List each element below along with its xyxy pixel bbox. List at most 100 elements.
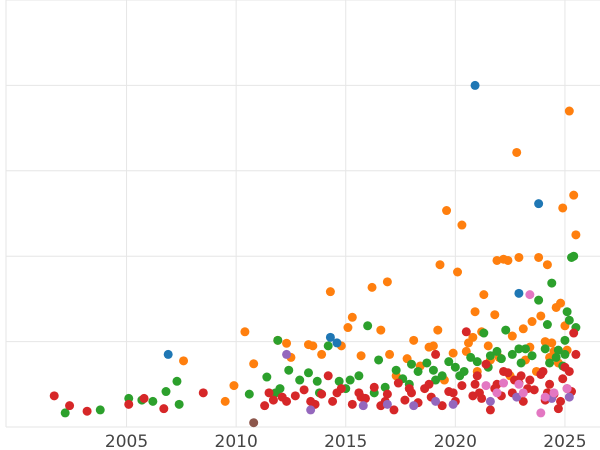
- data-point: [312, 376, 322, 386]
- data-point: [369, 382, 379, 392]
- data-point: [472, 357, 482, 367]
- data-point: [268, 395, 278, 405]
- data-point: [549, 388, 559, 398]
- data-point: [325, 287, 335, 297]
- data-point: [534, 295, 544, 305]
- data-point: [553, 345, 563, 355]
- data-point: [347, 312, 357, 322]
- data-point: [317, 389, 327, 399]
- data-point: [124, 399, 134, 409]
- data-point: [474, 388, 484, 398]
- data-point: [345, 375, 355, 385]
- data-point: [516, 371, 526, 381]
- data-point: [295, 375, 305, 385]
- data-point: [244, 389, 254, 399]
- data-point: [49, 391, 59, 401]
- data-point: [470, 307, 480, 317]
- data-point: [356, 392, 366, 402]
- data-point: [499, 378, 509, 388]
- data-point: [448, 399, 458, 409]
- data-point: [556, 396, 566, 406]
- data-point: [556, 298, 566, 308]
- data-point: [564, 315, 574, 325]
- data-point: [308, 341, 318, 351]
- data-point: [479, 328, 489, 338]
- data-point: [479, 290, 489, 300]
- data-point: [518, 396, 528, 406]
- data-point: [448, 388, 458, 398]
- data-point: [444, 357, 454, 367]
- data-point: [485, 351, 495, 361]
- data-point: [220, 396, 230, 406]
- data-point: [518, 388, 528, 398]
- data-point: [558, 203, 568, 213]
- data-point: [273, 335, 283, 345]
- data-point: [569, 251, 579, 261]
- data-point: [249, 359, 259, 369]
- data-point: [179, 356, 189, 366]
- data-point: [174, 399, 184, 409]
- x-tick-label: 2020: [434, 432, 477, 450]
- data-point: [496, 354, 506, 364]
- data-point: [512, 147, 522, 157]
- data-point: [485, 396, 495, 406]
- data-point: [306, 396, 316, 406]
- data-point: [525, 375, 535, 385]
- data-point: [356, 351, 366, 361]
- data-point: [437, 401, 447, 411]
- data-point: [290, 391, 300, 401]
- data-point: [382, 389, 392, 399]
- data-point: [569, 190, 579, 200]
- data-point: [282, 349, 292, 359]
- data-point: [393, 378, 403, 388]
- data-point: [139, 393, 149, 403]
- data-point: [540, 344, 550, 354]
- data-point: [542, 260, 552, 270]
- data-point: [334, 376, 344, 386]
- data-point: [507, 331, 517, 341]
- data-point: [558, 374, 568, 384]
- data-point: [363, 321, 373, 331]
- data-point: [527, 317, 537, 327]
- data-point: [457, 381, 467, 391]
- data-point: [442, 206, 452, 216]
- data-point: [367, 282, 377, 292]
- data-point: [260, 401, 270, 411]
- x-tick-labels: 2005 2010 2015 2020 2025: [105, 432, 587, 450]
- data-point: [553, 404, 563, 414]
- data-point: [385, 349, 395, 359]
- data-point: [457, 220, 467, 230]
- data-point: [514, 252, 524, 262]
- data-point: [306, 405, 316, 415]
- data-point: [534, 199, 544, 209]
- data-point: [431, 375, 441, 385]
- data-point: [520, 344, 530, 354]
- data-point: [518, 324, 528, 334]
- data-point: [60, 408, 70, 418]
- data-point: [545, 358, 555, 368]
- data-point: [547, 338, 557, 348]
- data-point: [453, 267, 463, 277]
- data-point: [299, 385, 309, 395]
- data-point: [389, 405, 399, 415]
- data-point: [95, 405, 105, 415]
- data-point: [161, 387, 171, 397]
- data-point: [343, 323, 353, 333]
- data-point: [409, 401, 419, 411]
- data-point: [536, 311, 546, 321]
- data-point: [159, 404, 169, 414]
- data-point: [332, 388, 342, 398]
- data-point: [562, 307, 572, 317]
- data-point: [534, 252, 544, 262]
- x-tick-label: 2005: [105, 432, 148, 450]
- data-point: [547, 278, 557, 288]
- data-point: [501, 325, 511, 335]
- data-point: [391, 365, 401, 375]
- data-point: [382, 399, 392, 409]
- data-point: [525, 290, 535, 300]
- data-point: [433, 325, 443, 335]
- data-point: [65, 401, 75, 411]
- x-tick-label: 2015: [324, 432, 367, 450]
- data-point: [82, 406, 92, 416]
- data-point: [481, 359, 491, 369]
